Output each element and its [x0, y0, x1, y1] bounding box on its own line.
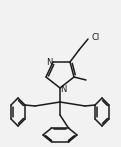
Text: N: N: [46, 58, 52, 67]
Text: Cl: Cl: [92, 32, 100, 41]
Text: N: N: [60, 86, 66, 95]
